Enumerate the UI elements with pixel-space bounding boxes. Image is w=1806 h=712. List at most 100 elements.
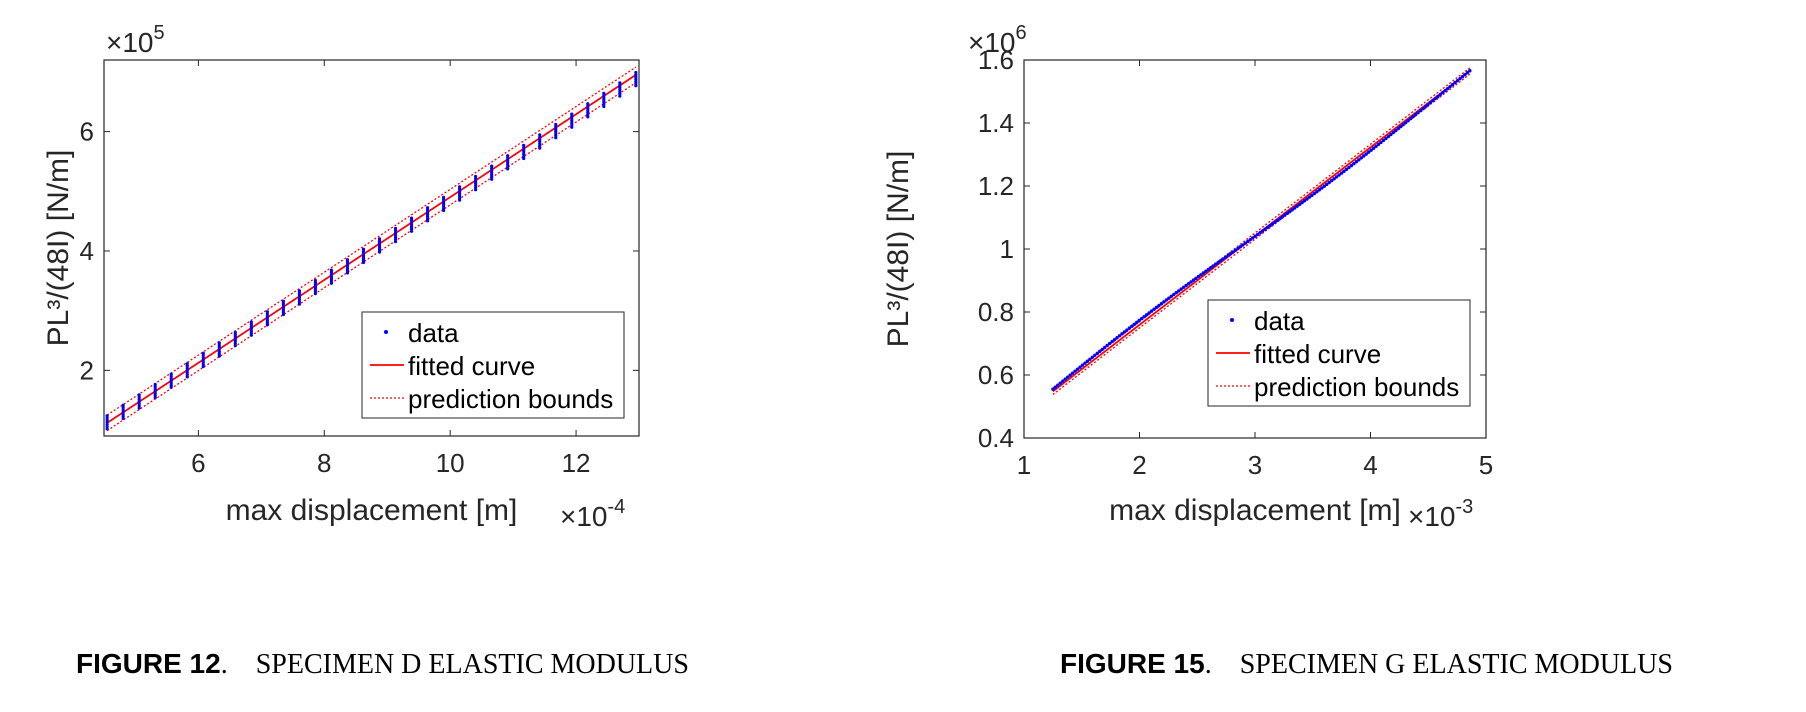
data-point [1325, 182, 1329, 187]
data-point [409, 216, 414, 220]
data-point [185, 368, 189, 372]
data-point [201, 364, 205, 369]
y-tick-label: 4 [80, 236, 94, 266]
data-point [1122, 330, 1127, 334]
data-point [1255, 232, 1260, 237]
data-point [554, 133, 558, 138]
data-point [441, 204, 446, 208]
data-point [297, 289, 302, 293]
data-point [169, 376, 173, 381]
data-point [1144, 313, 1149, 317]
data-point [522, 145, 526, 150]
data-point [1130, 324, 1134, 328]
data-point [522, 154, 526, 158]
data-point [474, 183, 478, 187]
data-point [425, 206, 430, 210]
data-point [169, 381, 173, 385]
y-tick-label: 1 [1000, 234, 1014, 264]
data-point [1157, 303, 1161, 308]
data-point [1322, 184, 1326, 188]
data-point [1408, 116, 1413, 121]
data-point [169, 374, 173, 378]
data-point [602, 91, 606, 95]
data-point [329, 270, 334, 274]
data-point [265, 321, 269, 325]
data-point [313, 289, 318, 294]
data-point [233, 344, 237, 348]
data-point [185, 373, 189, 377]
data-point [137, 402, 141, 406]
data-point [1243, 241, 1248, 245]
data-point [634, 77, 638, 81]
data-point [1068, 373, 1072, 377]
data-point [490, 168, 494, 173]
data-point [265, 312, 269, 316]
data-point [1051, 387, 1055, 391]
data-point [1359, 156, 1363, 160]
data-point [313, 292, 318, 296]
data-point [393, 233, 398, 237]
data-point [393, 240, 398, 244]
data-point [458, 196, 462, 200]
data-point [1152, 307, 1156, 311]
data-point [1179, 287, 1183, 291]
data-point [137, 404, 141, 408]
legend-entry: prediction bounds [408, 384, 613, 414]
data-point [1078, 365, 1082, 369]
data-point [1315, 190, 1319, 194]
data-point [105, 414, 109, 418]
data-point [1344, 167, 1349, 172]
data-point [1288, 209, 1292, 214]
data-point [1169, 294, 1174, 299]
data-point [425, 214, 430, 219]
data-point [474, 185, 478, 190]
data-point [522, 152, 526, 156]
data-point [345, 269, 350, 273]
data-point [377, 237, 382, 241]
data-point [1428, 100, 1433, 105]
data-point [1063, 377, 1067, 381]
data-point [538, 133, 542, 137]
data-point [538, 146, 542, 150]
data-point [602, 102, 606, 106]
data-point [1061, 379, 1065, 383]
y-multiplier-exponent: 6 [1016, 22, 1027, 44]
data-point [522, 143, 526, 147]
data-point [217, 343, 221, 347]
y-axis-multiplier: ×106 [968, 22, 1027, 58]
data-point [297, 300, 302, 304]
data-point [1083, 361, 1087, 365]
data-point [441, 206, 446, 210]
data-point [185, 375, 189, 379]
data-point [538, 137, 542, 141]
data-point [345, 264, 350, 268]
data-point [1117, 334, 1122, 338]
data-point [458, 187, 462, 191]
x-axis-multiplier: ×10-4 [560, 496, 625, 532]
data-point [329, 268, 334, 272]
data-point [1120, 332, 1124, 336]
data-point [249, 324, 253, 329]
data-point [1381, 138, 1386, 143]
data-point [217, 341, 221, 345]
data-point [602, 96, 606, 100]
data-point [441, 195, 446, 199]
data-point [1073, 369, 1077, 373]
data-point [361, 258, 366, 262]
data-point [570, 121, 574, 125]
data-point [474, 174, 478, 179]
data-point [361, 260, 366, 265]
data-point [233, 339, 237, 343]
y-multiplier-base: ×10 [106, 27, 154, 58]
data-point [201, 358, 205, 362]
data-point [153, 391, 157, 395]
data-point [1468, 69, 1472, 73]
data-point [1107, 341, 1112, 346]
legend-entry: fitted curve [408, 351, 535, 381]
legend-entry: prediction bounds [1254, 372, 1459, 402]
data-point [265, 323, 269, 327]
data-point [1098, 349, 1102, 354]
data-point [217, 350, 221, 354]
data-point [1231, 250, 1235, 254]
data-point [474, 179, 478, 183]
